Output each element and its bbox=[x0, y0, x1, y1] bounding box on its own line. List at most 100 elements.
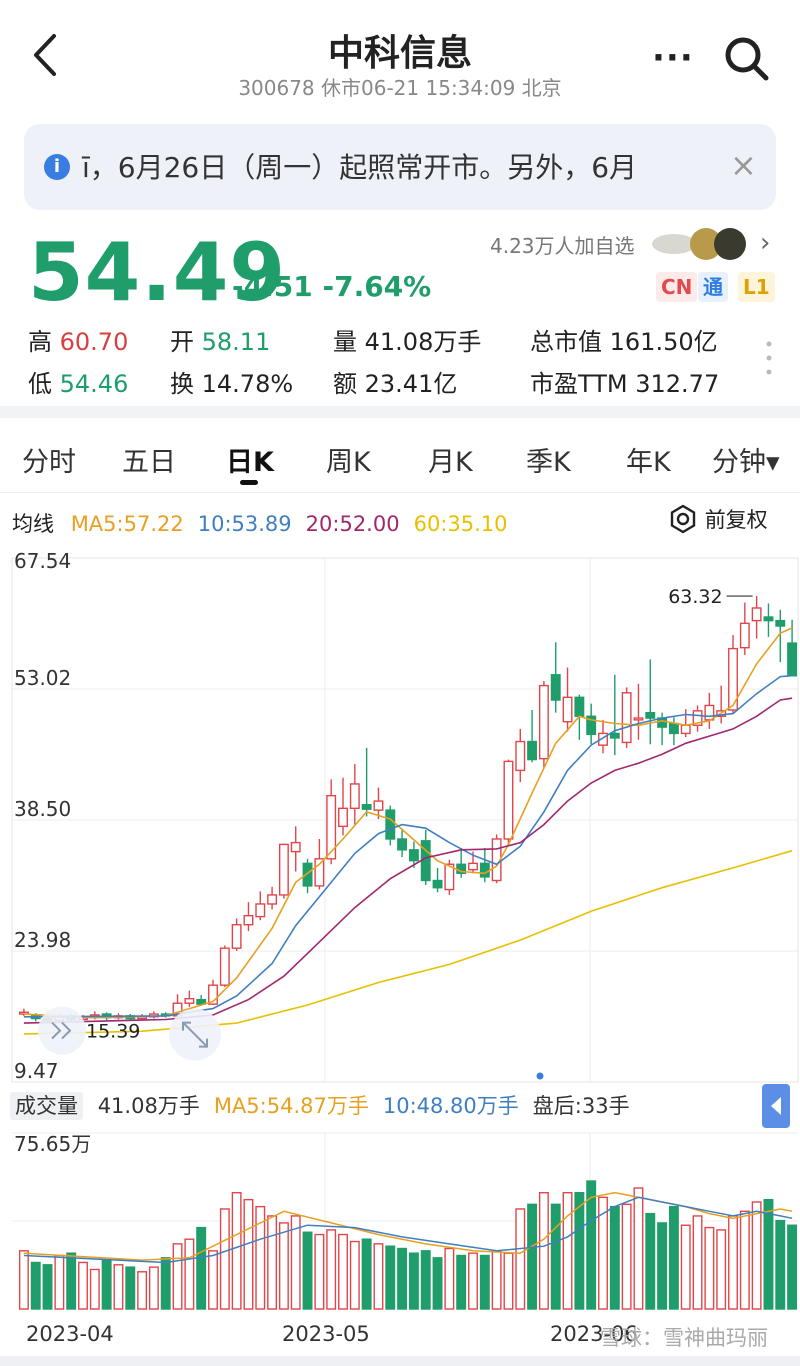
volume-bar bbox=[657, 1222, 668, 1310]
stat-item: 高 60.70 bbox=[28, 322, 128, 357]
stat-item: 换 14.78% bbox=[170, 364, 293, 399]
ma-legend-item: 10:53.89 bbox=[197, 512, 292, 536]
volume-bar bbox=[680, 1224, 691, 1310]
restore-toggle[interactable]: 前复权 bbox=[668, 504, 768, 534]
tag-cn[interactable]: CN bbox=[656, 272, 698, 302]
candle bbox=[515, 728, 526, 783]
high-price-label: 63.32 bbox=[668, 586, 722, 608]
candlestick-chart[interactable]: 67.54 53.02 38.50 23.98 9.47 63.32 15.39 bbox=[0, 540, 800, 1085]
volume-bar bbox=[231, 1191, 242, 1310]
tab-item[interactable]: 五日 bbox=[122, 447, 176, 478]
expand-icon[interactable] bbox=[169, 1008, 221, 1061]
ma-legend-item: MA5:57.22 bbox=[70, 512, 184, 536]
stat-item: 低 54.46 bbox=[28, 364, 128, 399]
volume-bar bbox=[444, 1247, 455, 1310]
candle bbox=[278, 843, 289, 899]
tab-item[interactable]: 季K bbox=[526, 447, 571, 478]
stat-label: 市盈TTM bbox=[530, 370, 636, 398]
more-dots-icon[interactable] bbox=[766, 340, 772, 380]
candle-body bbox=[645, 711, 656, 719]
candle bbox=[408, 841, 419, 868]
change-percent: -7.64% bbox=[322, 270, 432, 303]
volume-bar bbox=[479, 1254, 490, 1310]
volume-bar bbox=[692, 1215, 703, 1310]
candle bbox=[751, 596, 762, 639]
volume-bar bbox=[704, 1226, 715, 1310]
candle-body bbox=[751, 607, 762, 622]
tab-item[interactable]: 月K bbox=[428, 447, 473, 478]
tag-tong[interactable]: 通 bbox=[698, 272, 728, 302]
ma-line-ma20 bbox=[23, 697, 793, 1024]
restore-label: 前复权 bbox=[704, 508, 768, 532]
candle-body bbox=[562, 696, 573, 723]
more-menu-icon[interactable]: ··· bbox=[652, 38, 694, 78]
candle bbox=[728, 635, 738, 714]
tab-item[interactable]: 周K bbox=[326, 447, 371, 478]
candle bbox=[692, 705, 703, 732]
candle-body bbox=[598, 732, 608, 746]
candle bbox=[503, 759, 514, 846]
follower-count[interactable]: 4.23万人加自选 bbox=[490, 234, 635, 258]
candle-body bbox=[243, 914, 254, 926]
volume-bar bbox=[491, 1250, 502, 1310]
x-tick-label: 2023-06 bbox=[550, 1322, 638, 1346]
candle-body bbox=[385, 809, 396, 840]
side-panel-toggle[interactable] bbox=[762, 1084, 790, 1128]
candle bbox=[385, 805, 396, 846]
scroll-left-icon[interactable] bbox=[38, 1006, 86, 1055]
close-icon[interactable]: × bbox=[730, 146, 757, 184]
avatar-group[interactable] bbox=[650, 226, 750, 262]
candle-body bbox=[338, 807, 348, 828]
candle-body bbox=[680, 724, 691, 735]
volume-ma-line-ma5 bbox=[23, 1191, 793, 1261]
search-icon[interactable] bbox=[722, 34, 772, 84]
stat-item: 开 58.11 bbox=[170, 322, 270, 357]
candle bbox=[668, 717, 679, 746]
stat-value: 14.78% bbox=[201, 370, 294, 398]
notice-banner[interactable]: i ī，6月26日（周一）起照常开市。另外，6月 × bbox=[24, 124, 776, 210]
candle bbox=[598, 719, 608, 754]
volume-bar bbox=[633, 1187, 644, 1310]
chevron-right-icon[interactable]: › bbox=[760, 228, 771, 258]
volume-bar bbox=[668, 1205, 679, 1310]
ma-line-ma5 bbox=[23, 627, 793, 1019]
tab-item[interactable]: 分时 bbox=[22, 447, 76, 478]
stat-label: 换 bbox=[170, 370, 202, 398]
volume-bar bbox=[208, 1250, 218, 1310]
candle-body bbox=[314, 858, 325, 887]
volume-bar bbox=[361, 1238, 372, 1310]
volume-y-tick-label: 75.65万 bbox=[14, 1132, 91, 1156]
stat-value: 161.50亿 bbox=[609, 328, 718, 356]
ma-legend-item: 20:52.00 bbox=[305, 512, 400, 536]
candle-body bbox=[408, 849, 419, 862]
ma-line-ma60 bbox=[23, 849, 793, 1035]
triangle-left-icon bbox=[771, 1097, 781, 1115]
volume-bar bbox=[66, 1252, 77, 1310]
tab-item[interactable]: 年K bbox=[626, 447, 671, 478]
volume-legend: 成交量 41.08万手 MA5:54.87万手 10:48.80万手 盘后:33手 bbox=[10, 1090, 644, 1120]
stat-item: 额 23.41亿 bbox=[333, 364, 457, 399]
tab-item[interactable]: 分钟▾ bbox=[712, 447, 780, 478]
candle-body bbox=[503, 760, 514, 840]
tab-item[interactable]: 日K bbox=[226, 447, 274, 478]
stat-value: 58.11 bbox=[201, 328, 271, 356]
candle bbox=[349, 764, 360, 825]
ma-legend-title: 均线 bbox=[12, 512, 54, 536]
volume-bar bbox=[326, 1229, 337, 1310]
volume-bar bbox=[373, 1243, 384, 1310]
volume-bar bbox=[515, 1208, 526, 1310]
volume-chart[interactable]: 75.65万 bbox=[0, 1125, 800, 1315]
ma-legend: 均线 MA5:57.22 10:53.89 20:52.00 60:35.10 bbox=[12, 508, 522, 538]
volume-bar bbox=[54, 1254, 65, 1310]
candle bbox=[704, 692, 715, 729]
low-price-label: 15.39 bbox=[86, 1021, 140, 1043]
tag-l1[interactable]: L1 bbox=[738, 272, 775, 302]
candle bbox=[373, 787, 384, 820]
volume-ma-line-ma10 bbox=[23, 1196, 793, 1264]
volume-badge[interactable]: 成交量 bbox=[10, 1092, 83, 1120]
volume-bar bbox=[113, 1264, 124, 1310]
candle-body bbox=[196, 998, 207, 1005]
volume-legend-item: 41.08万手 bbox=[97, 1094, 200, 1118]
price-change: -4.51 -7.64% bbox=[232, 270, 431, 303]
back-arrow-icon[interactable] bbox=[26, 30, 66, 80]
